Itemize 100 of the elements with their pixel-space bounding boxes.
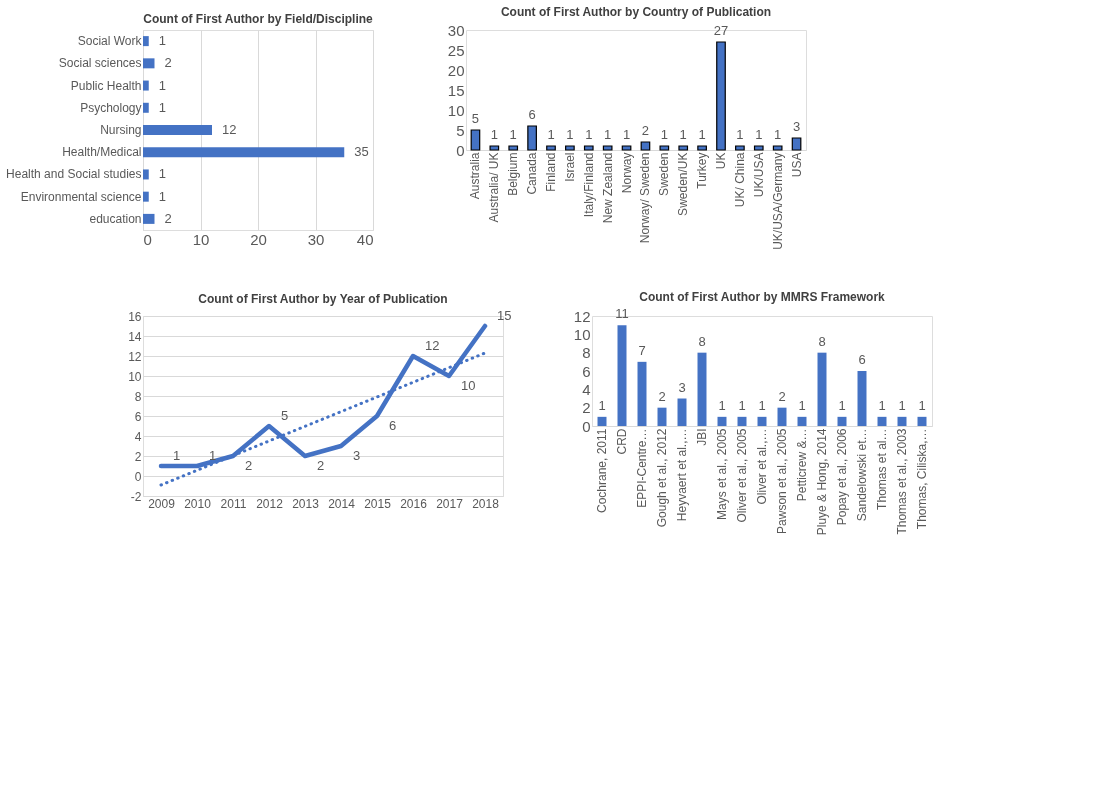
x-tick-label: Sweden/UK [676, 152, 691, 216]
data-label: 5 [471, 111, 480, 126]
y-tick-label: 25 [447, 41, 465, 59]
x-tick-label: Mays et al., 2005 [715, 428, 729, 520]
bar [757, 416, 767, 426]
bar [716, 41, 726, 151]
bar [791, 137, 802, 151]
y-tick-label: Psychology [80, 100, 142, 115]
y-tick-label: 12 [573, 307, 591, 325]
bar [678, 145, 689, 151]
data-label: 1 [758, 397, 766, 413]
data-label: 1 [736, 127, 744, 142]
y-tick-label: 10 [447, 101, 465, 119]
y-tick-label: 0 [582, 417, 591, 435]
data-label: 15 [497, 308, 512, 323]
y-tick-label: Public Health [70, 78, 142, 93]
data-label: 1 [798, 397, 806, 413]
x-tick-label: Israel [562, 152, 577, 182]
x-tick-label: Italy/Finland [581, 152, 596, 218]
y-tick-label: 2 [134, 449, 142, 464]
y-tick-label: -2 [130, 489, 142, 504]
bar [470, 129, 481, 151]
x-tick-label: Norway/ Sweden [638, 152, 653, 244]
data-label: 2 [245, 458, 253, 473]
data-label: 1 [158, 77, 166, 93]
data-label: 1 [604, 127, 612, 142]
data-label: 2 [164, 210, 172, 226]
y-tick-label: 30 [447, 21, 465, 39]
bar [735, 145, 745, 151]
data-label: 3 [678, 379, 686, 395]
y-tick-label: 8 [582, 344, 591, 362]
bar [565, 145, 575, 151]
y-tick-label: Nursing [100, 123, 142, 137]
data-label: 1 [718, 397, 726, 413]
x-tick-label: Australia [468, 152, 483, 200]
x-tick-label: 10 [192, 230, 210, 248]
x-tick-label: Canada [525, 152, 540, 195]
x-tick-label: UK [714, 152, 728, 170]
bar [737, 416, 747, 426]
y-tick-label: 16 [128, 309, 142, 324]
y-tick-label: Social sciences [58, 56, 142, 71]
data-label: 2 [658, 388, 666, 404]
data-label: 1 [679, 127, 687, 142]
x-tick-label: Oliver et al., 2005 [735, 428, 749, 523]
bar [897, 416, 907, 426]
bar [637, 361, 647, 426]
bar [659, 145, 670, 151]
chart-title: Count of First Author by Field/Discipline [143, 12, 374, 26]
bar [697, 352, 707, 426]
bar [489, 145, 500, 151]
bar [617, 325, 627, 426]
x-tick-label: Popay et al., 2006 [835, 428, 849, 526]
bar [583, 145, 594, 151]
bar [546, 145, 556, 151]
x-tick-label: 30 [307, 230, 325, 248]
bar [657, 407, 667, 426]
data-label: 1 [509, 127, 517, 142]
data-label: 1 [158, 33, 166, 49]
data-label: 12 [425, 338, 440, 353]
y-tick-label: 12 [128, 349, 142, 364]
y-tick-label: 6 [582, 362, 591, 380]
bar [597, 416, 607, 426]
y-tick-label: 5 [456, 121, 465, 139]
bar [753, 145, 764, 151]
y-tick-label: 4 [582, 380, 591, 398]
y-tick-label: 2 [582, 399, 591, 417]
data-label: 1 [698, 127, 706, 142]
x-tick-label: 2010 [184, 496, 212, 511]
x-tick-label: 2012 [256, 496, 284, 511]
bar [817, 352, 827, 426]
data-label: 1 [547, 127, 555, 142]
y-tick-label: Social Work [77, 34, 143, 49]
data-label: 1 [158, 188, 166, 204]
data-label: 1 [173, 448, 181, 463]
y-tick-label: 20 [447, 61, 465, 79]
x-tick-label: UK/ China [732, 152, 747, 208]
y-tick-label: 4 [134, 429, 142, 444]
x-tick-label: Petticrew &… [795, 428, 809, 502]
data-label: 12 [222, 122, 237, 137]
data-label: 5 [281, 408, 289, 423]
x-tick-label: Finland [544, 152, 558, 192]
y-tick-label: 0 [456, 141, 465, 159]
x-tick-label: 20 [250, 230, 267, 248]
chart-title: Count of First Author by MMRS Framework [639, 290, 886, 305]
chart-title: Count of First Author by Country of Publication [500, 5, 772, 19]
data-label: 11 [615, 306, 629, 322]
y-tick-label: 15 [447, 81, 465, 99]
y-tick-label: Environmental science [20, 189, 142, 204]
y-tick-label: 14 [128, 329, 142, 344]
x-tick-label: Gough et al., 2012 [655, 428, 669, 528]
y-tick-label: education [89, 211, 142, 226]
bar [508, 145, 519, 151]
x-tick-label: Pluye & Hong, 2014 [815, 428, 829, 536]
x-tick-label: 40 [356, 230, 374, 248]
x-tick-label: Norway [619, 152, 634, 194]
x-tick-label: 2014 [328, 496, 356, 511]
bar [837, 416, 847, 426]
data-label: 1 [566, 127, 574, 142]
x-tick-label: Sandelowski et… [855, 428, 869, 522]
bar [777, 407, 787, 426]
